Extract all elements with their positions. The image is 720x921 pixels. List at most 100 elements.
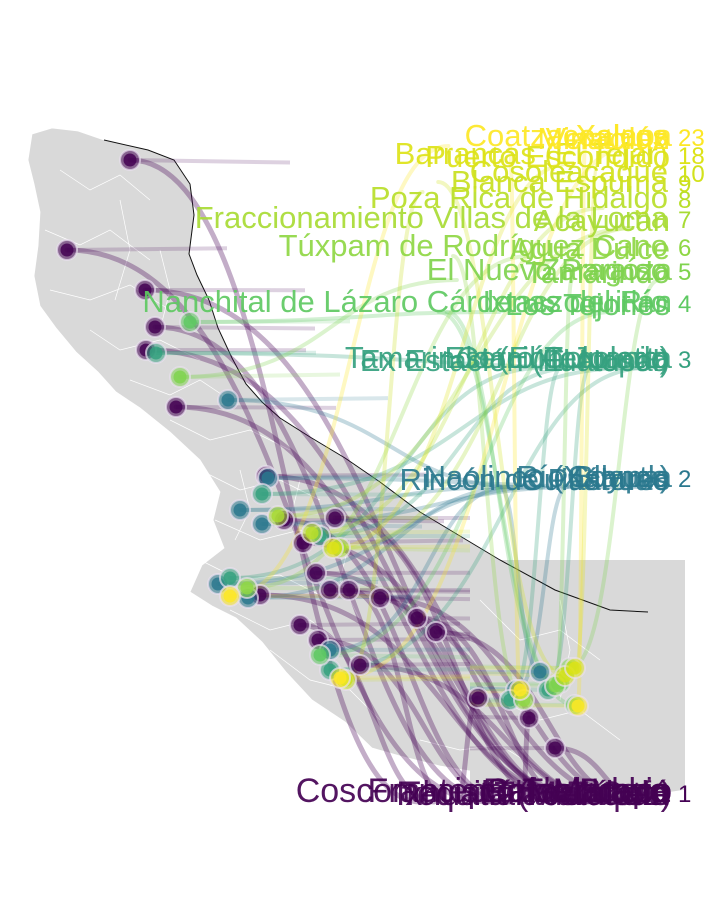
- location-marker: [425, 621, 447, 643]
- flow-line: [319, 653, 471, 660]
- place-name-label: Ixhuatlán del Café: [396, 775, 670, 813]
- marker-dot: [60, 243, 74, 257]
- flow-line: [245, 254, 532, 590]
- marker-dot: [309, 566, 323, 580]
- place-name-label: Tequila (Martínez): [400, 775, 672, 813]
- location-marker: [179, 311, 201, 333]
- flow-line: [188, 310, 502, 324]
- place-name-label: Estación Juanita: [445, 340, 673, 375]
- place-name-label: Zaragoza: [541, 252, 673, 287]
- flow-line: [154, 325, 316, 331]
- flow-line: [568, 278, 662, 670]
- flow-line: [318, 310, 613, 657]
- flow-line: [328, 485, 510, 652]
- place-name-label: Totutla: [568, 775, 668, 813]
- location-marker: [229, 499, 251, 521]
- marker-dot: [255, 487, 269, 501]
- rank-label: 10: [678, 161, 705, 188]
- flow-line: [338, 226, 635, 550]
- marker-dot: [255, 517, 269, 531]
- flow-line: [238, 485, 510, 512]
- flow-line: [228, 366, 544, 580]
- marker-dot: [513, 683, 527, 697]
- tier-label-group: Nanchital de Lázaro Cárdenas del RíoLos …: [142, 284, 691, 322]
- flow-line: [436, 180, 567, 678]
- place-name-label: Barrancas (El Tejar): [395, 136, 668, 171]
- flow-line: [277, 514, 439, 521]
- municipality-border: [269, 649, 381, 721]
- tier-label-group: Blanca Espuma 9: [451, 164, 691, 199]
- place-name-label: Tamarindo: [525, 255, 670, 290]
- location-marker: [289, 614, 311, 636]
- marker-dot: [223, 571, 237, 585]
- tier-label-group: Fraccionamiento Villas de la LomaAcayuca…: [195, 200, 692, 238]
- place-name-label: Tezonapa: [523, 772, 671, 810]
- flow-line: [339, 674, 471, 680]
- flow-line: [379, 596, 471, 602]
- marker-dot: [271, 509, 285, 523]
- tier-label-group: Barrancas (El Tejar)Puerto Escondido 18: [395, 136, 705, 174]
- location-marker: [301, 522, 323, 544]
- location-marker: [509, 679, 531, 701]
- place-name-label: Huatusco: [537, 343, 668, 378]
- marker-dot: [471, 691, 485, 705]
- place-name-label: Acayucan: [534, 203, 670, 238]
- location-marker: [467, 687, 489, 709]
- flow-line: [331, 162, 571, 550]
- flow-line: [300, 540, 591, 805]
- location-marker: [529, 661, 551, 683]
- flow-line: [317, 637, 471, 642]
- flow-line: [507, 144, 522, 692]
- marker-dot: [221, 393, 235, 407]
- location-marker: [144, 316, 166, 338]
- flow-line: [553, 278, 574, 688]
- rank-label: 3: [678, 347, 691, 374]
- place-name-label: Rafael Lucio: [483, 772, 672, 810]
- flow-line: [313, 570, 587, 805]
- marker-dot: [323, 583, 337, 597]
- municipality-border: [59, 169, 151, 201]
- place-name-label: Ixtaczoquitlán: [482, 284, 672, 319]
- flow-line: [143, 347, 604, 805]
- place-name-label: Calcahualco: [485, 772, 672, 810]
- flow-line: [263, 473, 619, 805]
- rank-label: 8: [678, 187, 691, 214]
- flow-line: [246, 485, 520, 600]
- flow-line: [328, 366, 648, 672]
- marker-dot: [568, 661, 582, 675]
- flow-line: [189, 319, 351, 324]
- flow-line: [339, 546, 471, 553]
- flow-line: [469, 664, 571, 670]
- flow-line: [173, 404, 587, 805]
- municipality-border: [159, 249, 171, 331]
- flow-line: [178, 278, 459, 379]
- place-name-label: Francisco I. Madero: [368, 772, 668, 810]
- tier-label-group: Poza Rica de Hidalgo 8: [370, 180, 691, 215]
- flow-line: [226, 398, 524, 489]
- flow-line: [344, 190, 425, 682]
- place-name-label: Coyutla: [567, 459, 673, 494]
- flow-line: [129, 158, 291, 165]
- place-name-label: Coatzacoalcos: [465, 118, 668, 153]
- location-marker: [169, 366, 191, 388]
- municipality-border: [419, 739, 541, 771]
- marker-dot: [261, 471, 275, 485]
- place-name-label: Agua Dulce: [510, 231, 670, 266]
- place-name-label: Cosoleacaque: [470, 154, 668, 189]
- flow-line: [152, 324, 502, 805]
- flow-line: [414, 615, 578, 805]
- place-name-label: Puerto Escondido: [425, 139, 670, 174]
- flow-line: [332, 544, 471, 550]
- marker-dot: [326, 541, 340, 555]
- location-marker: [564, 657, 586, 679]
- flow-line: [451, 254, 526, 702]
- municipality-border: [129, 379, 231, 401]
- marker-dot: [148, 320, 162, 334]
- location-marker: [267, 505, 289, 527]
- rank-label: 5: [678, 259, 691, 286]
- flow-line: [346, 587, 452, 805]
